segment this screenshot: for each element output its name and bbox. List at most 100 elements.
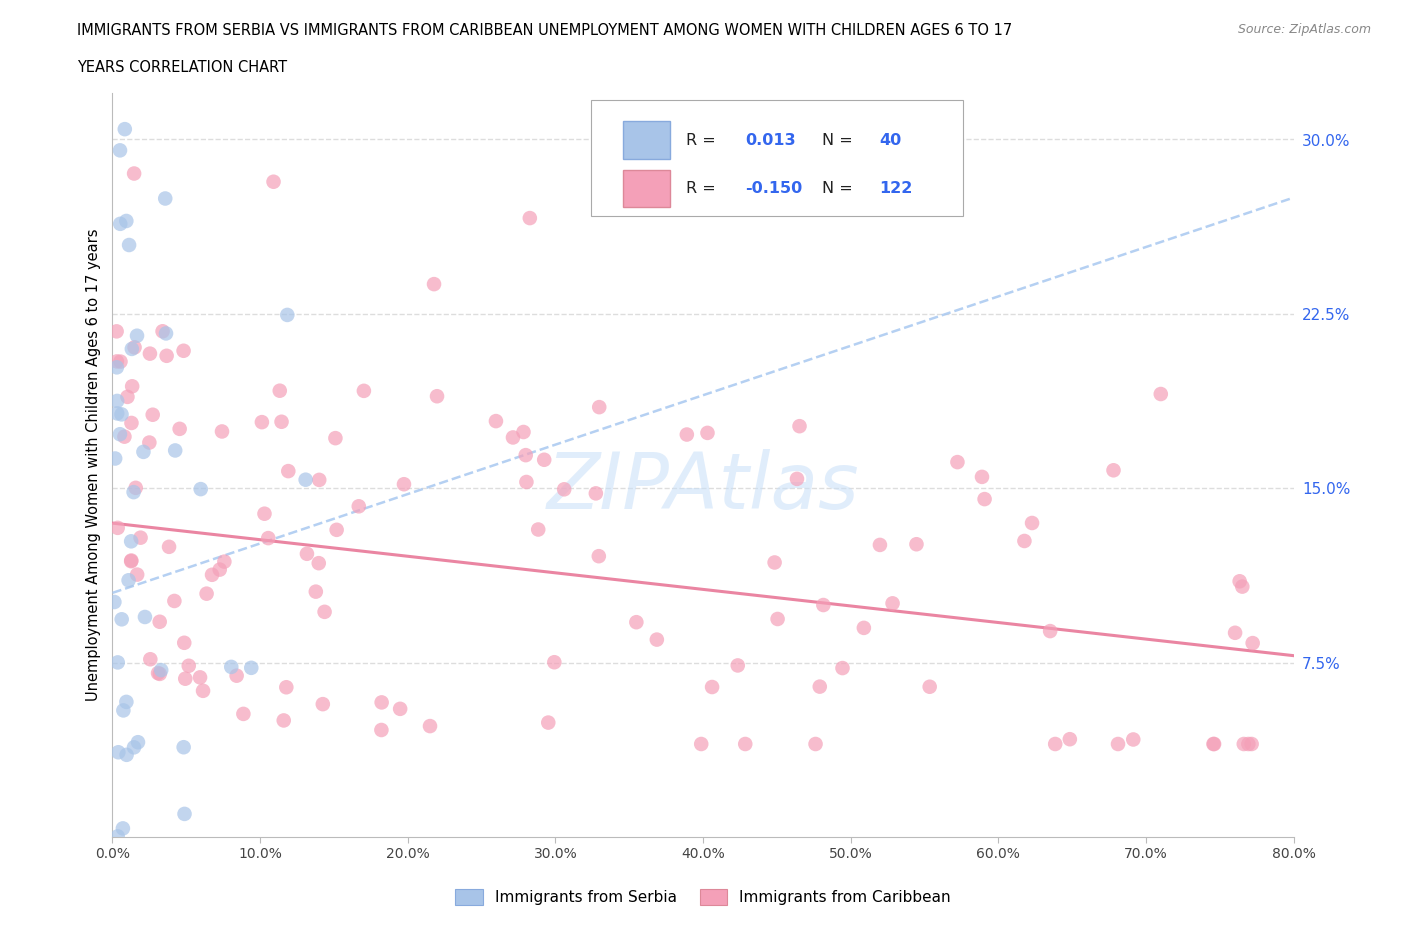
Point [533, 452, 555, 467]
Point [419, 719, 441, 734]
Point [588, 400, 610, 415]
Point [905, 537, 928, 551]
Point [127, 567, 149, 582]
Point [107, 829, 129, 844]
Text: R =: R = [686, 180, 721, 195]
Point [676, 427, 699, 442]
Point [125, 328, 148, 343]
Point [690, 737, 713, 751]
Point [512, 425, 534, 440]
Point [108, 427, 131, 442]
Point [110, 217, 132, 232]
Point [1039, 624, 1062, 639]
Point [155, 326, 177, 341]
Point [103, 594, 125, 609]
Point [155, 191, 177, 206]
Point [852, 620, 875, 635]
Legend: Immigrants from Serbia, Immigrants from Caribbean: Immigrants from Serbia, Immigrants from … [449, 883, 957, 911]
Point [696, 425, 718, 440]
Point [1240, 737, 1263, 751]
Point [219, 659, 242, 674]
Point [174, 671, 197, 686]
Point [626, 615, 648, 630]
Point [105, 354, 128, 369]
Point [305, 584, 328, 599]
FancyBboxPatch shape [623, 169, 669, 206]
Point [485, 414, 508, 429]
Point [273, 713, 295, 728]
Point [970, 470, 993, 485]
Point [295, 546, 318, 561]
Point [107, 745, 129, 760]
Point [132, 445, 155, 459]
Point [1223, 625, 1246, 640]
Point [314, 604, 336, 619]
Point [1241, 636, 1264, 651]
Point [353, 383, 375, 398]
Point [122, 485, 145, 499]
Point [645, 632, 668, 647]
Point [325, 431, 347, 445]
Point [163, 593, 186, 608]
Text: 0.013: 0.013 [745, 132, 796, 148]
Point [120, 534, 142, 549]
Text: Source: ZipAtlas.com: Source: ZipAtlas.com [1237, 23, 1371, 36]
Point [232, 707, 254, 722]
Point [370, 695, 392, 710]
Point [146, 666, 169, 681]
Point [515, 447, 537, 462]
Point [105, 393, 128, 408]
Point [110, 354, 132, 369]
Point [347, 498, 370, 513]
Point [700, 680, 723, 695]
Point [152, 324, 174, 339]
Point [191, 684, 214, 698]
Point [1021, 515, 1043, 530]
Text: R =: R = [686, 132, 721, 148]
FancyBboxPatch shape [623, 122, 669, 159]
Point [1102, 463, 1125, 478]
Point [190, 482, 212, 497]
Point [117, 390, 139, 405]
Point [1237, 737, 1260, 751]
Point [423, 277, 446, 292]
Point [308, 556, 330, 571]
Point [808, 679, 831, 694]
Point [973, 492, 995, 507]
Point [515, 474, 537, 489]
Point [294, 472, 316, 487]
Point [150, 663, 173, 678]
Point [118, 237, 141, 252]
Point [1204, 737, 1226, 751]
Point [253, 506, 276, 521]
Point [1045, 737, 1067, 751]
Point [240, 660, 263, 675]
Point [110, 407, 132, 422]
Point [804, 737, 827, 751]
Point [276, 680, 298, 695]
Text: IMMIGRANTS FROM SERBIA VS IMMIGRANTS FROM CARIBBEAN UNEMPLOYMENT AMONG WOMEN WIT: IMMIGRANTS FROM SERBIA VS IMMIGRANTS FRO… [77, 23, 1012, 38]
Point [789, 418, 811, 433]
Point [138, 435, 160, 450]
Point [157, 539, 180, 554]
Point [105, 405, 128, 420]
Point [766, 612, 789, 627]
Point [270, 415, 292, 430]
Point [1122, 732, 1144, 747]
Point [727, 658, 749, 673]
Point [537, 715, 560, 730]
Point [134, 609, 156, 624]
Point [250, 415, 273, 430]
Point [169, 421, 191, 436]
Text: ZIPAtlas: ZIPAtlas [547, 449, 859, 525]
Point [786, 472, 808, 486]
Text: 122: 122 [879, 180, 912, 195]
Text: N =: N = [823, 132, 858, 148]
Point [882, 596, 904, 611]
Point [519, 210, 541, 225]
Point [502, 430, 524, 445]
Point [149, 667, 172, 682]
FancyBboxPatch shape [591, 100, 963, 216]
Point [120, 553, 142, 568]
Point [114, 122, 136, 137]
